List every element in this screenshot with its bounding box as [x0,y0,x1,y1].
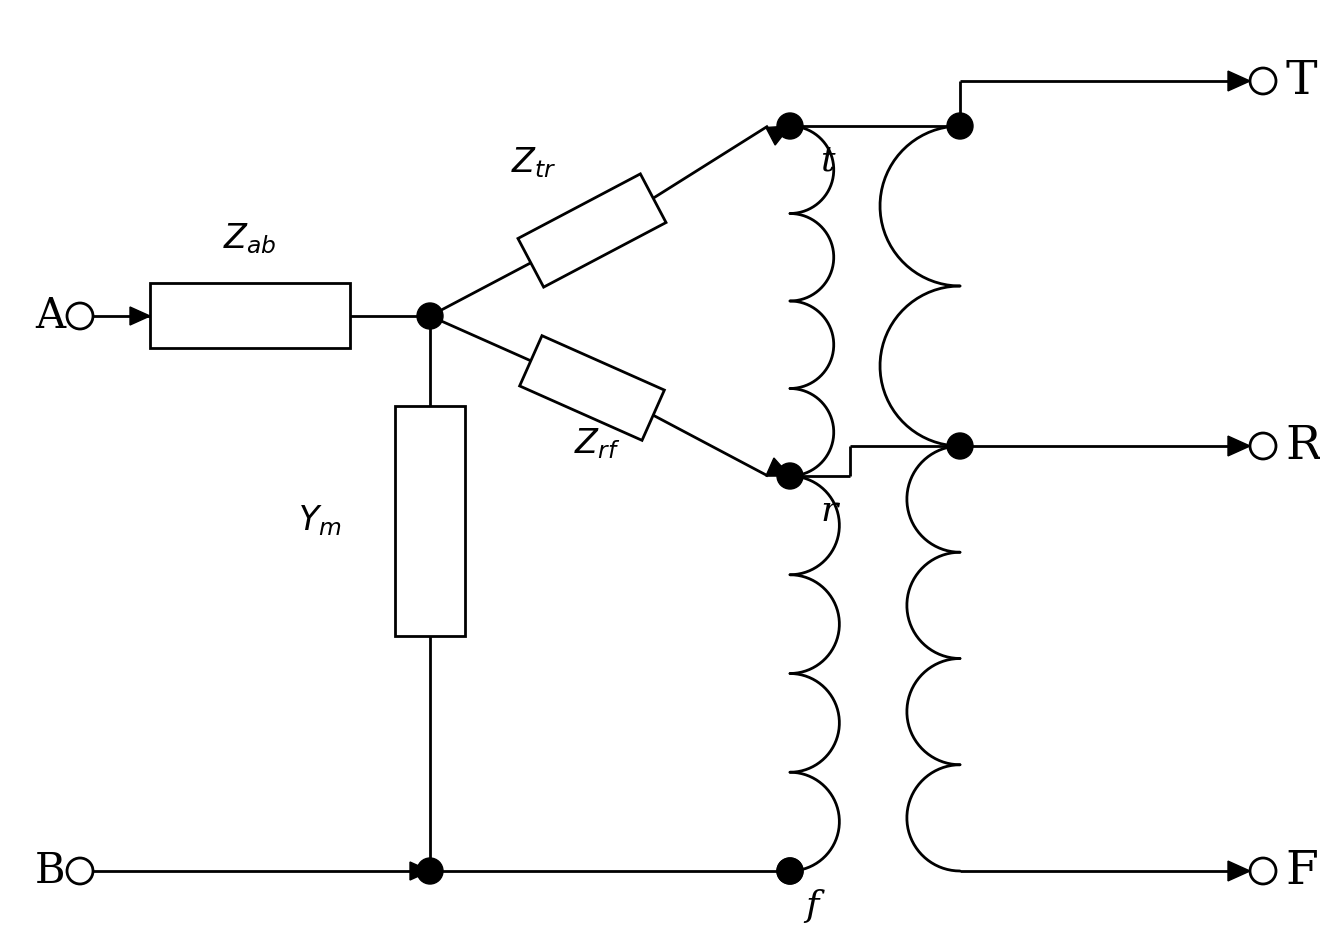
Polygon shape [1228,71,1250,91]
Text: $Z_{rf}$: $Z_{rf}$ [573,426,620,461]
Text: $Z_{tr}$: $Z_{tr}$ [511,145,557,180]
Circle shape [1250,858,1276,884]
Circle shape [946,113,973,139]
Polygon shape [129,307,150,325]
Text: R: R [1284,423,1320,469]
Polygon shape [1228,861,1250,881]
Polygon shape [1228,436,1250,456]
Circle shape [417,858,444,884]
Text: T: T [1284,58,1316,104]
Text: A: A [34,295,65,337]
Text: $Z_{ab}$: $Z_{ab}$ [223,221,277,256]
Text: t: t [820,144,834,178]
Bar [150,284,350,348]
Circle shape [777,858,803,884]
Polygon shape [766,458,789,476]
Text: $Y_{m}$: $Y_{m}$ [298,504,342,538]
Circle shape [1250,433,1276,459]
Text: F: F [1284,848,1317,894]
Polygon shape [520,336,664,440]
Text: r: r [820,494,837,528]
Circle shape [417,303,444,329]
Circle shape [777,113,803,139]
Text: B: B [34,850,65,892]
Text: f: f [805,889,818,923]
Polygon shape [766,126,789,145]
Circle shape [1250,68,1276,94]
Circle shape [946,433,973,459]
Bar [395,406,465,636]
Circle shape [67,303,92,329]
Circle shape [777,858,803,884]
Polygon shape [517,174,667,287]
Circle shape [67,858,92,884]
Polygon shape [411,862,430,880]
Circle shape [777,463,803,489]
